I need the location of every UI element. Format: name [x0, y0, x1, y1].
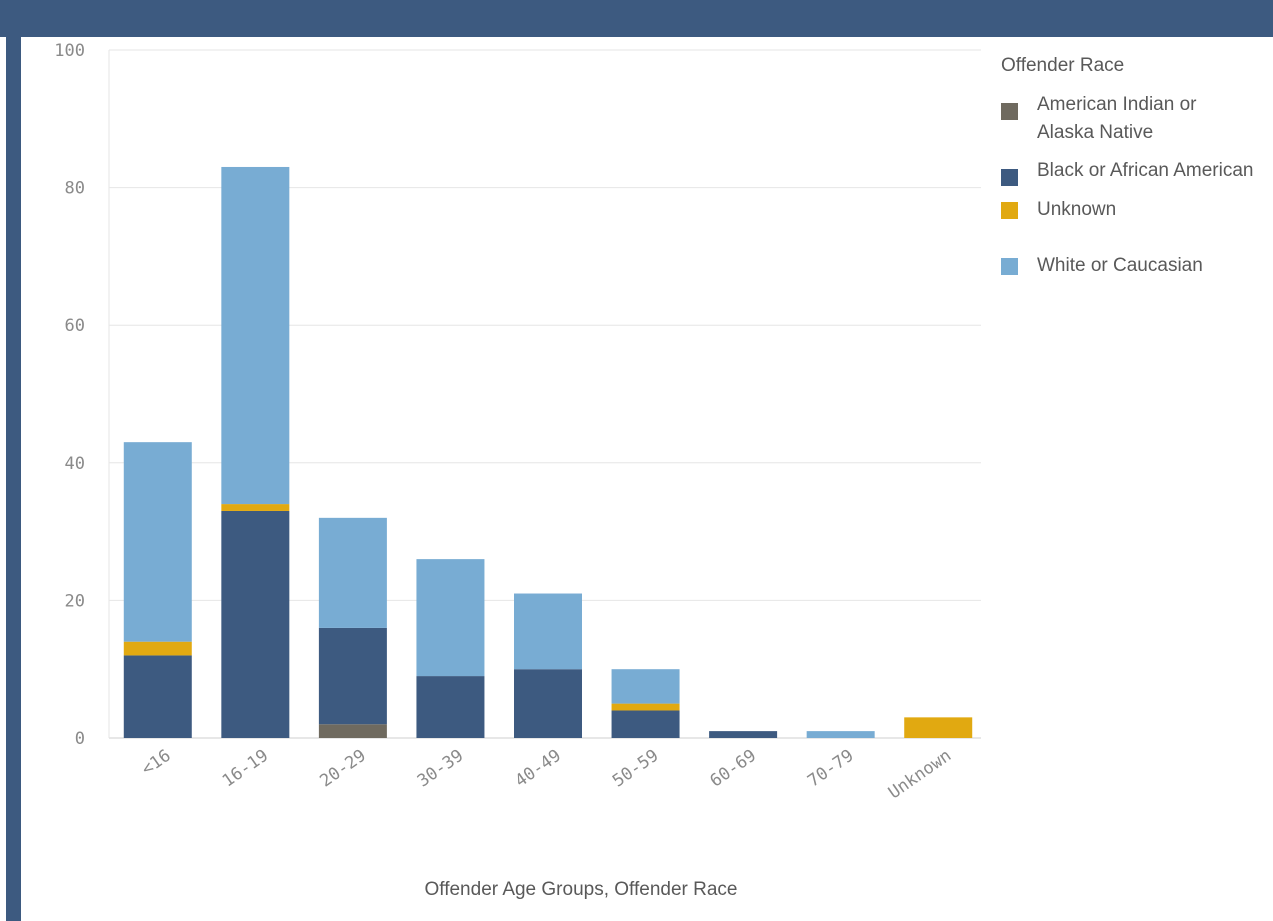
x-tick-label: 70-79: [804, 746, 857, 792]
bar-chart: 0 20 40 60 80 100 <16 16-19 20-29 30-39 40-49 50-59…: [54, 41, 981, 803]
bar-segment: [123, 655, 192, 738]
legend-swatch: [1001, 258, 1018, 275]
x-tick-label: 30-39: [414, 746, 467, 792]
bar-segment: [611, 703, 680, 711]
y-tick-label: 40: [65, 454, 85, 474]
x-tick-label: Unknown: [885, 746, 955, 803]
x-tick-label: 20-29: [316, 746, 369, 792]
bar-segment: [611, 669, 680, 704]
legend-item-white[interactable]: White or Caucasian: [1001, 252, 1271, 280]
chart-area: 0 20 40 60 80 100 <16 16-19 20-29 30-39 40-49 50-59…: [21, 37, 1273, 921]
bar-segment: [221, 166, 290, 505]
x-tick-label: 60-69: [707, 746, 760, 792]
legend-title: Offender Race: [1001, 55, 1125, 76]
bar-segment: [318, 517, 387, 628]
legend: Offender Race American Indian or Alaska …: [1001, 55, 1271, 290]
bar-segment: [123, 442, 192, 642]
x-tick-label: 50-59: [609, 746, 662, 792]
y-tick-label: 80: [65, 179, 85, 199]
y-tick-label: 0: [75, 729, 85, 749]
bar-segment: [611, 710, 680, 738]
bar-segment: [514, 669, 582, 738]
legend-item-black[interactable]: Black or African American: [1001, 157, 1271, 186]
legend-swatch: [1001, 202, 1018, 219]
top-bar: [0, 0, 1273, 37]
bar-segment: [416, 676, 485, 738]
bar-segment: [806, 731, 875, 738]
y-tick-label: 100: [54, 41, 85, 61]
legend-label: American Indian or Alaska Native: [1037, 94, 1197, 143]
bar-segment: [318, 724, 387, 738]
legend-item-american-indian[interactable]: American Indian or Alaska Native: [1001, 91, 1271, 147]
x-tick-label: <16: [138, 746, 175, 780]
bar-segment: [904, 717, 973, 738]
legend-item-unknown[interactable]: Unknown: [1001, 196, 1271, 224]
bar-segment: [416, 559, 485, 677]
bar-segment: [123, 641, 192, 656]
bar-segment: [318, 627, 387, 725]
legend-label: Black or African American: [1037, 160, 1254, 181]
bar-segment: [514, 593, 582, 670]
legend-swatch: [1001, 169, 1018, 186]
left-bar: [6, 37, 21, 921]
legend-label: Unknown: [1037, 199, 1117, 220]
legend-label: White or Caucasian: [1037, 255, 1203, 276]
bar-segment: [221, 504, 290, 511]
bar-segment: [709, 731, 778, 738]
x-axis-title: Offender Age Groups, Offender Race: [424, 879, 738, 900]
x-tick-label: 40-49: [511, 746, 564, 792]
legend-swatch: [1001, 103, 1018, 120]
bar-segment: [221, 510, 290, 738]
x-tick-label: 16-19: [219, 746, 272, 792]
y-tick-label: 20: [65, 591, 85, 611]
y-tick-label: 60: [65, 316, 85, 336]
